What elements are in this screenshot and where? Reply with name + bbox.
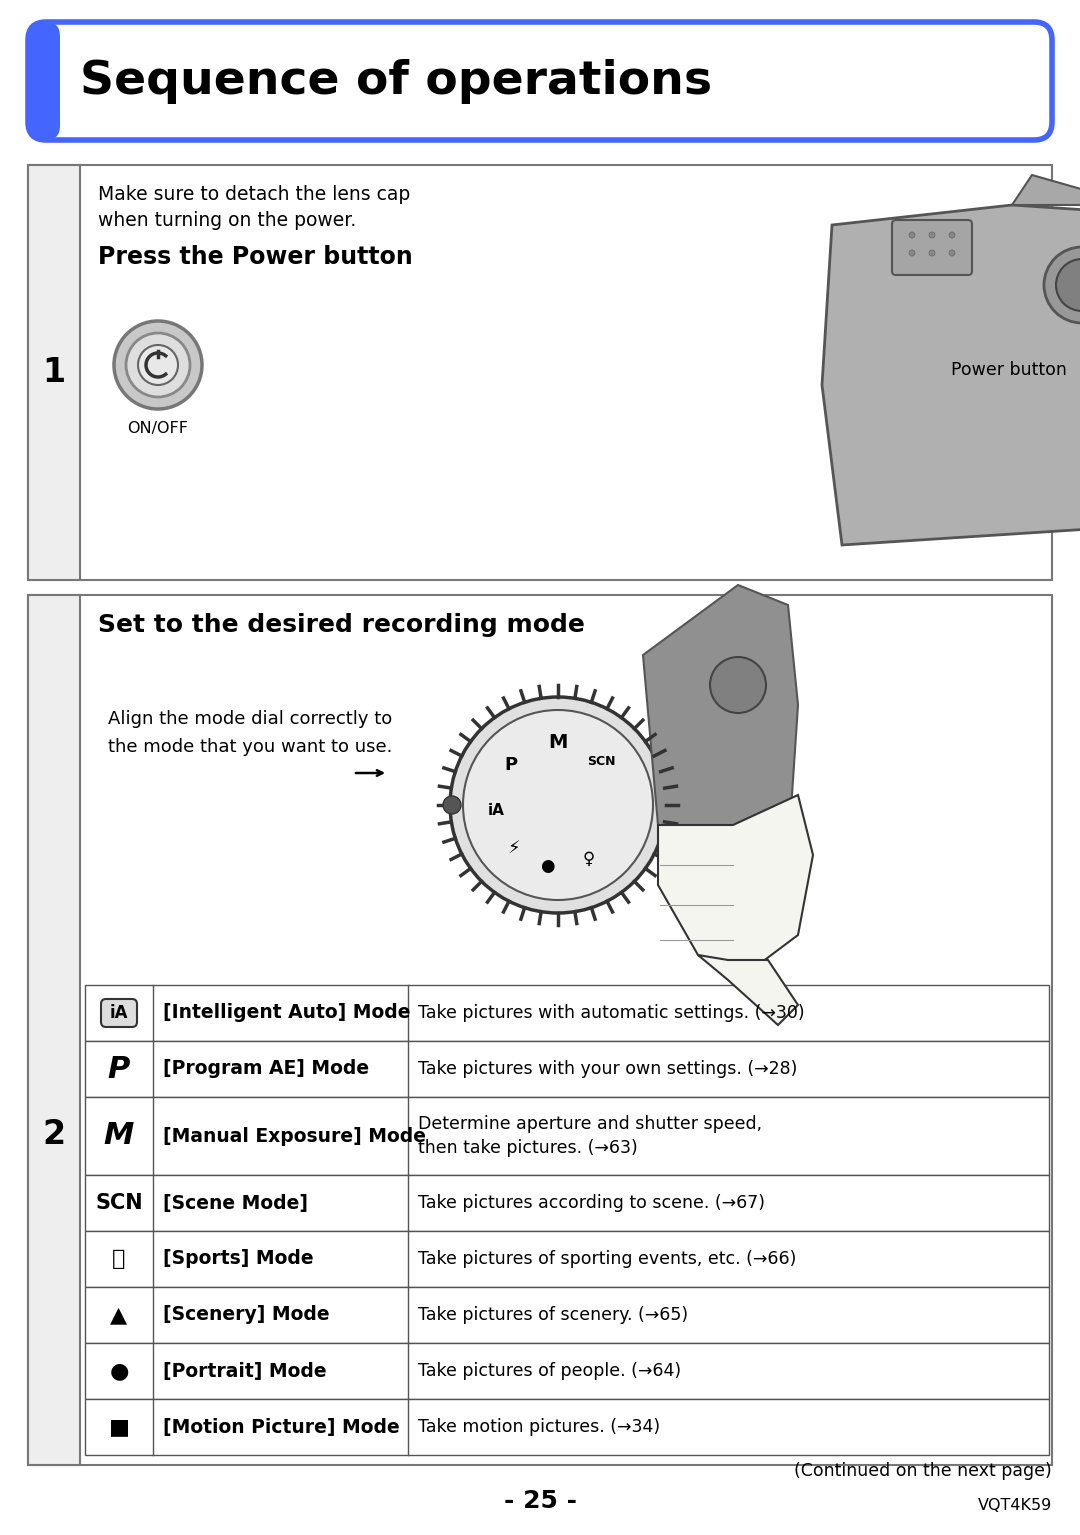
Bar bbox=[85, 1041, 1049, 1098]
Circle shape bbox=[463, 711, 653, 900]
Text: [Scene Mode]: [Scene Mode] bbox=[163, 1194, 308, 1213]
Text: Take pictures with your own settings. (→28): Take pictures with your own settings. (→… bbox=[418, 1061, 797, 1078]
Text: M: M bbox=[104, 1122, 134, 1151]
Text: Take pictures of sporting events, etc. (→66): Take pictures of sporting events, etc. (… bbox=[418, 1249, 796, 1268]
Text: SCN: SCN bbox=[588, 755, 616, 768]
Bar bbox=[28, 596, 1052, 1464]
Text: 1: 1 bbox=[42, 356, 66, 388]
Circle shape bbox=[443, 797, 461, 814]
Text: [Manual Exposure] Mode: [Manual Exposure] Mode bbox=[163, 1127, 426, 1145]
Circle shape bbox=[710, 657, 766, 712]
FancyBboxPatch shape bbox=[892, 220, 972, 275]
Text: iA: iA bbox=[110, 1004, 129, 1022]
Text: ●: ● bbox=[540, 857, 554, 875]
Text: (Continued on the next page): (Continued on the next page) bbox=[794, 1461, 1052, 1480]
Text: Take pictures of people. (→64): Take pictures of people. (→64) bbox=[418, 1362, 681, 1380]
Text: ⛹: ⛹ bbox=[112, 1249, 125, 1269]
Text: ■: ■ bbox=[108, 1417, 130, 1437]
FancyBboxPatch shape bbox=[102, 999, 137, 1027]
Circle shape bbox=[949, 232, 955, 238]
Text: Make sure to detach the lens cap
when turning on the power.: Make sure to detach the lens cap when tu… bbox=[98, 186, 410, 230]
Text: Take pictures of scenery. (→65): Take pictures of scenery. (→65) bbox=[418, 1306, 688, 1325]
Text: M: M bbox=[549, 734, 568, 752]
Bar bbox=[28, 164, 80, 580]
Circle shape bbox=[929, 250, 935, 256]
Polygon shape bbox=[658, 795, 813, 979]
Text: Press the Power button: Press the Power button bbox=[98, 246, 413, 269]
Circle shape bbox=[1056, 259, 1080, 312]
Text: P: P bbox=[108, 1055, 131, 1084]
Text: Align the mode dial correctly to
the mode that you want to use.: Align the mode dial correctly to the mod… bbox=[108, 711, 392, 755]
Text: Determine aperture and shutter speed,
then take pictures. (→63): Determine aperture and shutter speed, th… bbox=[418, 1114, 762, 1157]
Circle shape bbox=[929, 232, 935, 238]
Text: ▲: ▲ bbox=[110, 1305, 127, 1325]
Bar bbox=[85, 1174, 1049, 1231]
Bar bbox=[85, 1098, 1049, 1174]
Circle shape bbox=[126, 333, 190, 398]
Text: [Portrait] Mode: [Portrait] Mode bbox=[163, 1362, 326, 1380]
Circle shape bbox=[114, 321, 202, 408]
FancyBboxPatch shape bbox=[28, 21, 60, 140]
Circle shape bbox=[1044, 247, 1080, 322]
Circle shape bbox=[450, 697, 666, 913]
Text: ●: ● bbox=[109, 1362, 129, 1382]
Polygon shape bbox=[698, 955, 798, 1025]
Text: [Sports] Mode: [Sports] Mode bbox=[163, 1249, 313, 1268]
Circle shape bbox=[909, 250, 915, 256]
Text: VQT4K59: VQT4K59 bbox=[977, 1498, 1052, 1514]
Bar bbox=[85, 1286, 1049, 1343]
Text: [Program AE] Mode: [Program AE] Mode bbox=[163, 1059, 369, 1079]
Text: ♀: ♀ bbox=[583, 850, 595, 867]
Text: Set to the desired recording mode: Set to the desired recording mode bbox=[98, 612, 585, 637]
Text: ON/OFF: ON/OFF bbox=[127, 421, 189, 436]
Text: Sequence of operations: Sequence of operations bbox=[80, 58, 712, 103]
Text: Power button: Power button bbox=[951, 361, 1067, 379]
Bar bbox=[28, 596, 80, 1464]
Text: [Intelligent Auto] Mode: [Intelligent Auto] Mode bbox=[163, 1004, 410, 1022]
Circle shape bbox=[909, 232, 915, 238]
Polygon shape bbox=[1012, 175, 1080, 286]
Text: SCN: SCN bbox=[95, 1193, 143, 1213]
Text: Take pictures according to scene. (→67): Take pictures according to scene. (→67) bbox=[418, 1194, 765, 1213]
Text: Take motion pictures. (→34): Take motion pictures. (→34) bbox=[418, 1418, 660, 1437]
Bar bbox=[85, 1231, 1049, 1286]
Polygon shape bbox=[643, 585, 798, 886]
Text: 2: 2 bbox=[42, 1117, 66, 1151]
Polygon shape bbox=[822, 206, 1080, 545]
Text: - 25 -: - 25 - bbox=[503, 1489, 577, 1514]
Circle shape bbox=[138, 345, 178, 385]
Text: P: P bbox=[504, 757, 517, 774]
Text: Take pictures with automatic settings. (→30): Take pictures with automatic settings. (… bbox=[418, 1004, 805, 1022]
Text: [Motion Picture] Mode: [Motion Picture] Mode bbox=[163, 1417, 400, 1437]
Bar bbox=[85, 1343, 1049, 1398]
Bar bbox=[85, 985, 1049, 1041]
Text: ⚡: ⚡ bbox=[508, 840, 521, 858]
FancyBboxPatch shape bbox=[28, 21, 1052, 140]
Text: iA: iA bbox=[488, 803, 504, 818]
Circle shape bbox=[949, 250, 955, 256]
Text: [Scenery] Mode: [Scenery] Mode bbox=[163, 1305, 329, 1325]
Bar bbox=[85, 1398, 1049, 1455]
Bar bbox=[28, 164, 1052, 580]
